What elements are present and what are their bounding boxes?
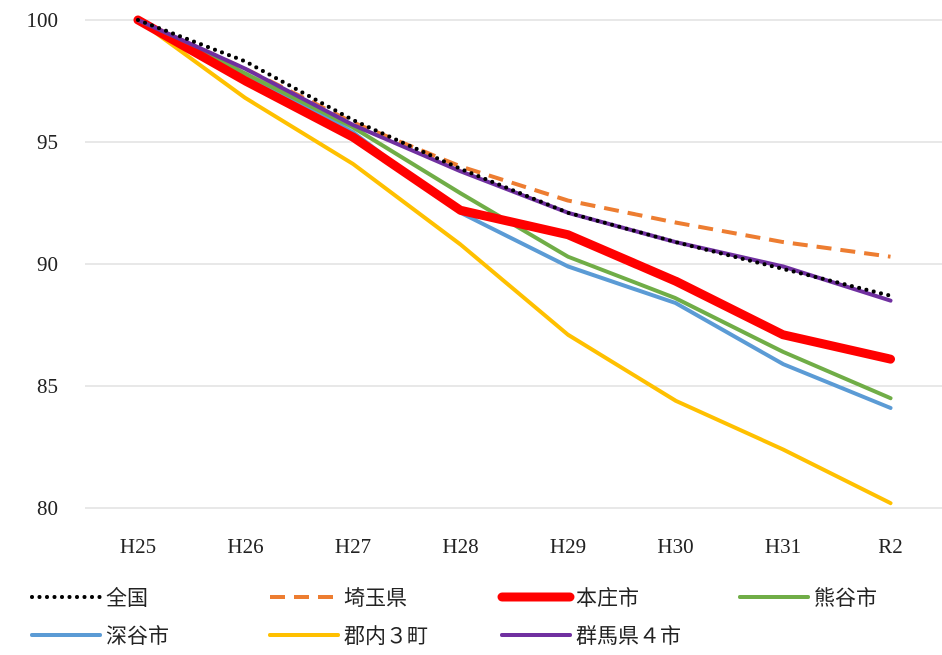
y-tick-label: 95 (37, 130, 58, 154)
series-line-3 (136, 18, 893, 401)
x-tick-label: H30 (657, 534, 693, 558)
legend-label: 群馬県４市 (576, 624, 681, 648)
legend-label: 本庄市 (576, 586, 639, 610)
gridlines (85, 19, 942, 509)
x-tick-label: H27 (335, 534, 371, 558)
x-tick-label: H28 (442, 534, 478, 558)
legend-label: 全国 (106, 586, 148, 610)
series-line-0 (136, 18, 893, 298)
x-tick-label: H31 (765, 534, 801, 558)
y-tick-label: 80 (37, 496, 58, 520)
x-tick-label: H25 (120, 534, 156, 558)
legend-label: 深谷市 (106, 624, 169, 648)
series-line-1 (137, 18, 891, 259)
series-line-5 (136, 18, 893, 506)
x-tick-label: H29 (550, 534, 586, 558)
x-tick-label: R2 (878, 534, 903, 558)
y-tick-label: 85 (37, 374, 58, 398)
legend-label: 熊谷市 (814, 586, 877, 610)
series-lines (133, 15, 895, 506)
series-line-2 (133, 15, 895, 364)
legend-label: 郡内３町 (344, 624, 428, 648)
y-tick-label: 90 (37, 252, 58, 276)
x-tick-label: H26 (227, 534, 263, 558)
y-axis-ticks: 80 85 90 95 100 (27, 8, 59, 520)
series-line-6 (136, 18, 893, 303)
legend-label: 埼玉県 (344, 586, 407, 610)
x-axis-ticks: H25 H26 H27 H28 H29 H30 H31 R2 (120, 534, 903, 558)
y-tick-label: 100 (27, 8, 59, 32)
